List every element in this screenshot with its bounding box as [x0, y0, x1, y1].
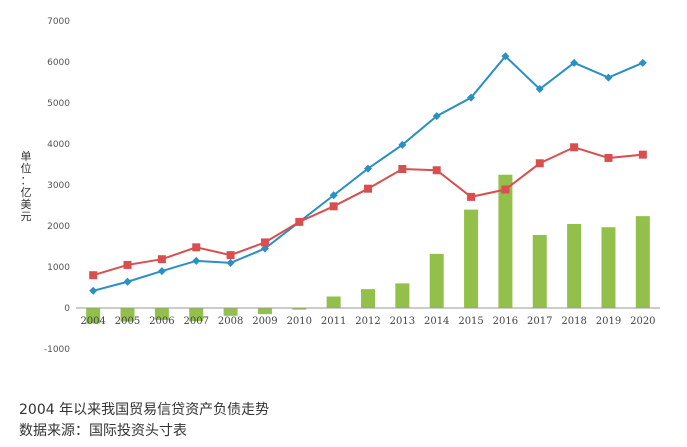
y-tick-label: 5000 [47, 99, 70, 109]
y-tick-label: 6000 [47, 58, 70, 68]
y-tick-label: -1000 [44, 345, 70, 355]
x-tick-label: 2017 [527, 316, 552, 327]
diamond-point [604, 73, 613, 82]
bar [189, 308, 204, 322]
x-tick-label: 2005 [115, 316, 140, 327]
bar [429, 253, 444, 308]
diamond-point [89, 286, 98, 295]
bar [498, 174, 513, 308]
series-line [92, 54, 644, 292]
y-axis-label-char: 位 [21, 161, 32, 175]
diamond-point [157, 267, 166, 276]
bar [154, 308, 169, 320]
diamond-point [192, 256, 201, 265]
bar [292, 308, 307, 310]
square-point [364, 184, 372, 193]
diamond-point [535, 85, 544, 94]
y-axis-label-char: ： [21, 174, 32, 187]
diamond-point [570, 58, 579, 67]
square-point [260, 238, 269, 247]
square-point [570, 143, 579, 152]
diamond-point [329, 191, 338, 200]
square-point [501, 185, 510, 194]
x-tick-label: 2012 [355, 316, 380, 327]
y-axis-label-char: 亿 [21, 186, 32, 199]
square-point [192, 243, 201, 252]
diamond-point [638, 58, 647, 67]
diamond-point [432, 112, 441, 121]
square-point [123, 260, 132, 269]
x-tick-label: 2019 [596, 316, 621, 327]
y-tick-label: 3000 [47, 181, 70, 191]
y-tick-label: 4000 [47, 140, 70, 150]
square-point [604, 153, 613, 162]
bar [86, 308, 101, 324]
bar [257, 308, 272, 315]
square-point [638, 150, 647, 159]
bar [635, 216, 650, 308]
x-tick-label: 2013 [390, 316, 415, 327]
square-point [226, 251, 235, 260]
diamond-point [501, 52, 510, 61]
y-tick-label: 0 [64, 304, 70, 314]
x-tick-label: 2004 [80, 316, 105, 327]
bar [532, 235, 547, 308]
y-axis-label-char: 美 [21, 198, 32, 211]
diamond-point [398, 140, 407, 149]
x-tick-label: 2010 [287, 316, 312, 327]
y-tick-label: 1000 [47, 263, 70, 273]
y-axis-label-char: 元 [21, 210, 32, 223]
bar [120, 308, 135, 322]
square-point [535, 159, 544, 168]
diamond-point [226, 258, 235, 267]
x-tick-label: 2009 [252, 316, 277, 327]
bar [223, 308, 238, 316]
chart-caption-source: 数据来源：国际投资头寸表 [19, 423, 187, 439]
line-series [89, 52, 647, 295]
y-tick-label: 2000 [47, 222, 70, 232]
x-tick-label: 2008 [218, 316, 243, 327]
x-tick-label: 2007 [184, 316, 209, 327]
y-axis-label: 单位：亿美元 [21, 150, 32, 223]
square-point [432, 166, 441, 175]
y-tick-label: 7000 [47, 17, 70, 27]
bar [361, 289, 375, 308]
bar [601, 227, 616, 308]
square-point [157, 255, 166, 264]
x-axis-ticks: 2004 2005 2006 2007 2008 2009 2010 2011 2012 2013… [80, 316, 655, 327]
diamond-point [364, 164, 372, 173]
bar [567, 223, 582, 308]
x-tick-label: 2018 [561, 316, 586, 327]
square-point [295, 217, 304, 226]
bar [326, 296, 341, 308]
diamond-point [123, 277, 132, 286]
x-tick-label: 2016 [493, 316, 518, 327]
y-axis-ticks: -1000 0 1000 2000 3000 4000 5000 6000 7000 [44, 17, 70, 355]
square-point [89, 271, 98, 280]
x-tick-label: 2020 [630, 316, 655, 327]
x-tick-label: 2006 [149, 316, 174, 327]
square-point [398, 165, 407, 174]
y-axis-label-char: 单 [21, 150, 32, 163]
bar-series [86, 174, 650, 324]
diamond-point [467, 93, 476, 102]
x-tick-label: 2011 [321, 316, 346, 327]
x-tick-label: 2014 [424, 316, 449, 327]
bar [395, 283, 410, 308]
square-point [467, 192, 476, 201]
square-point [329, 202, 338, 211]
diamond-point [260, 244, 269, 253]
x-tick-label: 2015 [458, 316, 483, 327]
bar [464, 209, 479, 308]
chart-caption-title: 2004 年以来我国贸易信贷资产负债走势 [19, 402, 270, 418]
